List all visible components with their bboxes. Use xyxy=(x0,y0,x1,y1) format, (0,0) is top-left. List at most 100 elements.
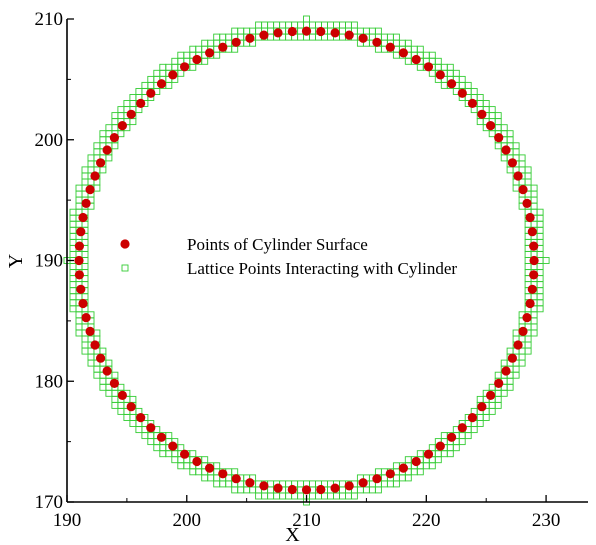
lattice-point xyxy=(542,257,550,264)
surface-point xyxy=(467,413,477,423)
lattice-point xyxy=(476,395,484,403)
lattice-point xyxy=(333,492,340,500)
surface-point xyxy=(411,456,421,467)
lattice-point xyxy=(81,335,89,343)
lattice-point xyxy=(374,486,382,494)
lattice-point xyxy=(69,293,77,301)
lattice-point xyxy=(255,21,263,29)
lattice-point xyxy=(243,27,251,35)
lattice-point xyxy=(189,468,197,476)
lattice-point xyxy=(428,51,436,59)
surface-point xyxy=(168,441,178,451)
lattice-point xyxy=(201,474,209,482)
surface-point xyxy=(358,478,368,488)
lattice-point xyxy=(530,311,538,319)
lattice-point xyxy=(111,389,119,397)
surface-point xyxy=(467,98,477,108)
lattice-point xyxy=(81,347,89,355)
lattice-point xyxy=(93,371,101,379)
surface-point xyxy=(245,33,255,43)
lattice-point xyxy=(392,462,400,470)
lattice-point xyxy=(536,208,544,216)
lattice-point xyxy=(339,486,346,494)
lattice-point xyxy=(231,27,239,35)
surface-point xyxy=(477,402,487,412)
surface-point xyxy=(273,483,283,493)
lattice-point xyxy=(147,75,155,83)
lattice-point xyxy=(446,69,454,77)
lattice-point xyxy=(416,45,424,53)
surface-point xyxy=(117,121,127,131)
lattice-point xyxy=(69,281,77,289)
surface-point xyxy=(76,227,86,237)
surface-point xyxy=(192,456,202,467)
lattice-point xyxy=(165,63,173,71)
lattice-point xyxy=(237,486,245,494)
surface-point xyxy=(525,298,535,309)
lattice-point xyxy=(189,45,197,53)
lattice-point xyxy=(117,401,125,409)
lattice-point xyxy=(141,81,149,89)
lattice-point xyxy=(105,389,113,397)
surface-point xyxy=(316,484,326,495)
lattice-point xyxy=(494,371,502,379)
lattice-point xyxy=(105,359,113,367)
lattice-point xyxy=(368,27,376,35)
lattice-point xyxy=(93,142,101,150)
lattice-point xyxy=(75,311,83,319)
lattice-point xyxy=(536,287,544,295)
surface-point xyxy=(423,449,434,459)
lattice-point xyxy=(81,172,89,180)
lattice-point xyxy=(488,383,496,391)
lattice-point xyxy=(117,407,125,415)
lattice-point xyxy=(404,456,412,464)
surface-point xyxy=(527,227,537,237)
lattice-point xyxy=(506,347,514,355)
surface-point xyxy=(344,481,354,491)
surface-point xyxy=(501,145,511,155)
lattice-point xyxy=(135,426,143,434)
lattice-point xyxy=(75,323,83,331)
lattice-point xyxy=(111,118,119,126)
surface-point xyxy=(259,30,269,40)
surface-point xyxy=(447,79,457,89)
lattice-point xyxy=(165,450,173,458)
lattice-point xyxy=(327,21,334,29)
surface-point xyxy=(529,255,539,266)
surface-point xyxy=(117,390,127,400)
lattice-point xyxy=(69,251,77,258)
surface-point xyxy=(447,432,457,442)
surface-point xyxy=(96,353,106,363)
lattice-point xyxy=(518,160,526,168)
lattice-point xyxy=(494,142,502,150)
surface-point xyxy=(231,474,241,484)
lattice-point xyxy=(458,432,466,440)
lattice-point xyxy=(153,444,161,452)
lattice-point xyxy=(117,130,125,138)
lattice-point xyxy=(350,21,358,29)
lattice-point xyxy=(309,21,316,29)
lattice-point xyxy=(285,492,293,500)
lattice-point xyxy=(386,33,394,41)
surface-point xyxy=(78,212,88,223)
lattice-point xyxy=(339,33,346,41)
lattice-point xyxy=(189,63,197,71)
lattice-point xyxy=(273,21,281,29)
y-tick-label: 210 xyxy=(35,9,64,30)
lattice-point xyxy=(213,480,221,488)
lattice-point xyxy=(380,480,388,488)
surface-point xyxy=(156,432,167,442)
surface-point xyxy=(136,413,146,423)
surface-point xyxy=(136,98,146,108)
lattice-point xyxy=(69,299,77,307)
lattice-point xyxy=(249,27,257,35)
surface-point xyxy=(457,88,467,98)
lattice-point xyxy=(345,21,352,29)
lattice-point xyxy=(524,335,532,343)
lattice-point xyxy=(512,142,520,150)
y-tick-label: 200 xyxy=(35,130,64,151)
lattice-point xyxy=(165,81,173,89)
x-tick-label: 210 xyxy=(292,510,321,531)
lattice-point xyxy=(75,184,83,192)
